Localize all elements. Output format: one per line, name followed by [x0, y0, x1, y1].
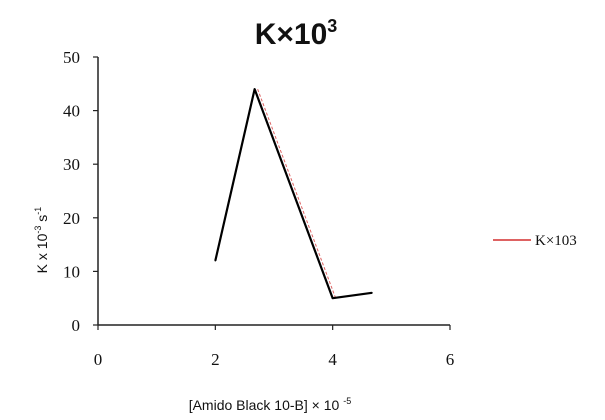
- x-tick-label: 0: [94, 350, 103, 369]
- legend: K×103: [493, 233, 577, 249]
- y-axis-label: K x 10-3 s-1: [33, 207, 50, 274]
- y-tick-label: 10: [63, 262, 80, 281]
- chart-title: K×103: [255, 16, 338, 51]
- x-tick-label: 6: [446, 350, 455, 369]
- x-tick-label: 2: [211, 350, 220, 369]
- legend-label: K×103: [535, 233, 577, 249]
- y-tick-label: 50: [63, 48, 80, 67]
- data-point: [214, 259, 217, 262]
- series-layer: [214, 88, 373, 300]
- y-tick-label: 20: [63, 209, 80, 228]
- x-axis-ticks: 0 2 4 6: [94, 325, 455, 369]
- data-point: [331, 297, 334, 300]
- y-axis-ticks: 0 10 20 30 40 50: [63, 48, 98, 335]
- data-point: [371, 292, 373, 294]
- y-tick-label: 30: [63, 155, 80, 174]
- x-axis-label: [Amido Black 10-B] × 10 -5: [189, 396, 352, 413]
- series-line: [214, 88, 373, 300]
- series-shadow-line: [257, 88, 337, 299]
- data-point: [253, 88, 256, 90]
- y-tick-label: 0: [72, 316, 81, 335]
- y-tick-label: 40: [63, 102, 80, 121]
- x-tick-label: 4: [328, 350, 337, 369]
